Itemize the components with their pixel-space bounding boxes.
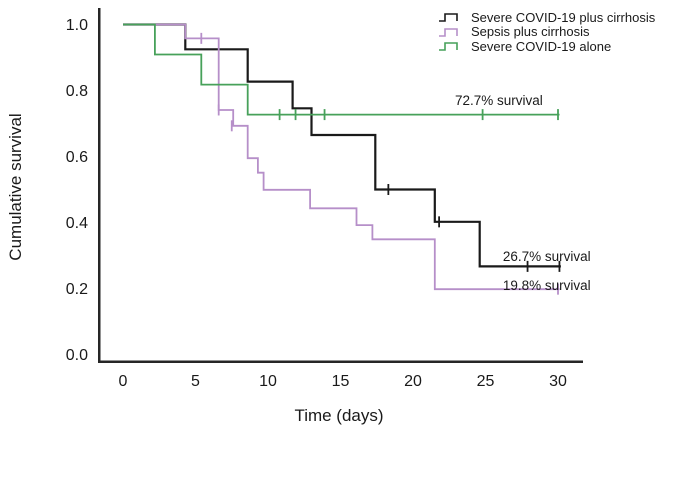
y-tick-label: 1.0	[66, 17, 88, 34]
legend-step-glyph-icon	[439, 42, 458, 52]
annotation-26-7-survival: 26.7% survival	[503, 249, 591, 264]
x-tick-label: 5	[191, 373, 200, 390]
y-tick-label: 0.6	[66, 149, 88, 166]
annotation-72-7-survival: 72.7% survival	[455, 93, 543, 108]
x-axis-title: Time (days)	[294, 406, 383, 425]
curve-severe-covid-19-plus-cirrhosis	[123, 23, 561, 268]
x-tick-label: 15	[332, 373, 350, 390]
curve-sepsis-plus-cirrhosis	[123, 23, 560, 291]
legend: Severe COVID-19 plus cirrhosis Sepsis plu…	[438, 10, 655, 54]
y-tick-label: 0.2	[66, 281, 88, 298]
tick-labels: 1.0 0.8 0.6 0.4 0.2 0.0 0 5 10 15 20 25 30	[66, 17, 567, 390]
legend-item: Severe COVID-19 plus cirrhosis	[438, 10, 655, 25]
legend-step-glyph-icon	[439, 27, 458, 37]
legend-item: Severe COVID-19 alone	[438, 39, 655, 54]
legend-step-line	[439, 27, 458, 37]
axes	[98, 8, 583, 363]
x-tick-label: 10	[259, 373, 277, 390]
x-tick-label: 0	[119, 373, 128, 390]
legend-step-line	[439, 42, 458, 52]
survival-curves	[123, 23, 561, 295]
legend-label: Sepsis plus cirrhosis	[471, 24, 590, 40]
y-axis-title: Cumulative survival	[6, 113, 25, 260]
annotation-19-8-survival: 19.8% survival	[503, 278, 591, 293]
x-tick-label: 30	[549, 373, 567, 390]
legend-step-line	[439, 13, 458, 23]
x-tick-label: 25	[477, 373, 495, 390]
legend-item: Sepsis plus cirrhosis	[438, 24, 655, 40]
legend-label: Severe COVID-19 plus cirrhosis	[471, 9, 656, 25]
y-tick-label: 0.4	[66, 215, 88, 232]
legend-step-glyph-icon	[439, 13, 458, 23]
y-tick-label: 0.0	[66, 347, 88, 364]
y-tick-label: 0.8	[66, 83, 88, 100]
legend-label: Severe COVID-19 alone	[471, 38, 612, 54]
x-tick-label: 20	[404, 373, 422, 390]
curve-severe-covid-19-alone	[123, 23, 560, 116]
